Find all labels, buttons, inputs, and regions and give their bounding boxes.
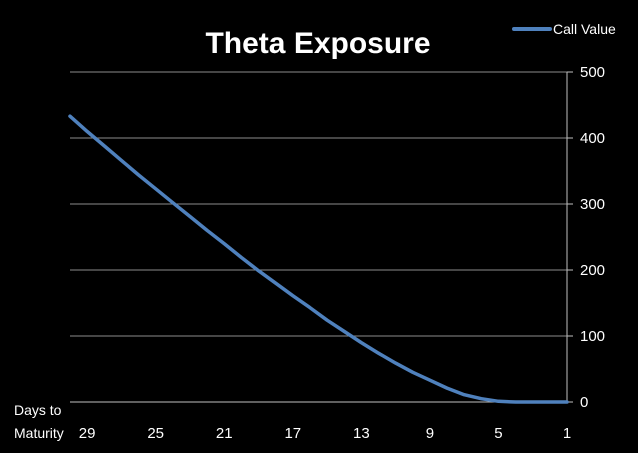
- series-group: [68, 114, 569, 404]
- x-axis-label-line1: Days to: [14, 402, 62, 418]
- x-tick-label-17: 17: [284, 425, 301, 442]
- y-tick-label-400: 400: [580, 130, 605, 147]
- x-tick-label-1: 1: [563, 425, 571, 442]
- y-tick-label-500: 500: [580, 64, 605, 81]
- legend-label-call-value: Call Value: [553, 21, 616, 37]
- chart-title: Theta Exposure: [205, 27, 430, 60]
- x-tick-label-29: 29: [79, 425, 96, 442]
- y-tick-label-200: 200: [580, 262, 605, 279]
- y-tick-label-300: 300: [580, 196, 605, 213]
- y-tick-label-100: 100: [580, 328, 605, 345]
- series-line-call-value: [68, 114, 569, 404]
- x-tick-label-5: 5: [494, 425, 502, 442]
- y-axis-ticks: 0 100 200 300 400 500: [580, 64, 605, 411]
- x-axis-ticks: 29 25 21 17 13 9 5 1: [79, 425, 571, 442]
- x-tick-label-13: 13: [353, 425, 370, 442]
- gridlines: [70, 71, 573, 403]
- x-tick-label-9: 9: [426, 425, 434, 442]
- x-tick-label-25: 25: [147, 425, 164, 442]
- x-tick-label-21: 21: [216, 425, 233, 442]
- legend: Call Value: [512, 21, 616, 37]
- y-tick-label-0: 0: [580, 394, 588, 411]
- x-axis-label-line2: Maturity: [14, 425, 64, 441]
